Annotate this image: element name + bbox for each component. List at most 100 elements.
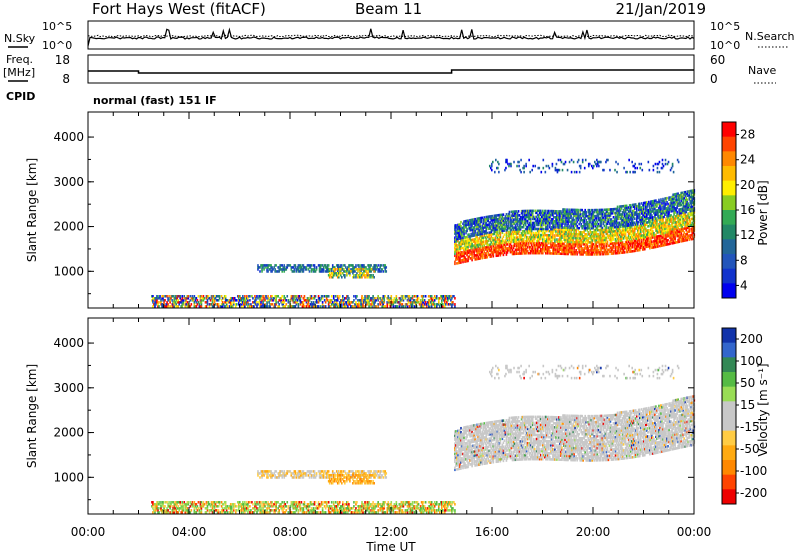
power-cell (538, 227, 541, 231)
power-cell (513, 226, 516, 229)
noise-panel: N.Sky 10^5 10^0 N.Search 10^5 10^0 (4, 20, 795, 52)
power-cell (474, 221, 476, 225)
power-cell (304, 299, 307, 302)
power-cell (361, 295, 363, 298)
power-cell (317, 264, 320, 267)
power-cell (350, 268, 352, 271)
power-cell (505, 241, 508, 244)
power-cell (168, 299, 170, 302)
power-cell (173, 299, 175, 302)
power-cell (540, 243, 543, 247)
power-cell (266, 303, 268, 306)
power-cell (551, 252, 553, 255)
power-cell (598, 253, 601, 256)
power-cell (465, 231, 467, 235)
power-cell (517, 210, 520, 213)
power-cell (664, 241, 666, 245)
power-cell (616, 233, 619, 237)
power-cell (360, 301, 362, 304)
power-cell (252, 297, 254, 300)
power-cell (293, 264, 296, 267)
power-cell (404, 303, 407, 306)
power-cell (586, 249, 589, 252)
power-cell (160, 301, 162, 304)
power-cell (633, 229, 636, 233)
power-cell (614, 246, 617, 249)
power-cell (616, 209, 619, 213)
power-cell (571, 220, 573, 224)
power-cell (561, 220, 563, 223)
power-cell (166, 303, 168, 306)
power-cell (648, 212, 650, 216)
power-cell (369, 267, 371, 271)
power-cell (661, 236, 663, 239)
power-cell (655, 243, 657, 247)
power-cell (452, 301, 454, 304)
power-cell (455, 258, 457, 261)
power-cell (618, 229, 621, 233)
power-cell (479, 239, 481, 242)
power-cell (469, 218, 471, 222)
power-cell (595, 234, 598, 238)
power-cell (336, 270, 339, 273)
power-cell (173, 297, 175, 300)
power-cell (467, 257, 469, 261)
power-cell (650, 240, 652, 244)
power-cell (628, 238, 631, 241)
power-cell (639, 206, 642, 209)
power-cell (499, 223, 502, 227)
power-cell (524, 252, 527, 255)
power-cell (568, 214, 570, 218)
power-cell (545, 213, 547, 217)
power-cell (352, 264, 354, 267)
power-cell (645, 241, 647, 245)
power-cell (561, 214, 563, 217)
power-cell (307, 305, 310, 308)
power-cell (620, 231, 623, 234)
power-cell (482, 220, 485, 223)
power-cell (353, 299, 355, 302)
power-cell (169, 305, 171, 308)
power-cell (331, 301, 334, 304)
power-cell (534, 235, 537, 239)
power-cell (546, 233, 548, 237)
power-cell (560, 236, 562, 239)
power-cell (564, 220, 566, 223)
power-cell (646, 213, 648, 216)
power-cell (629, 205, 632, 209)
power-cell (552, 242, 554, 245)
power-cell (614, 242, 617, 245)
power-cell (530, 231, 533, 235)
power-cell (379, 303, 381, 306)
power-cell (575, 240, 577, 244)
power-cell (350, 264, 352, 267)
power-cell (487, 253, 490, 257)
power-cell (530, 243, 533, 247)
power-cell (280, 264, 283, 267)
power-cell (468, 251, 470, 254)
power-cell (526, 239, 529, 243)
power-cell (344, 297, 346, 300)
power-cell (277, 305, 279, 308)
power-cell (291, 266, 294, 269)
power-cell (384, 264, 387, 267)
power-cell (343, 270, 345, 273)
power-cell (535, 219, 538, 223)
power-cell (249, 295, 251, 298)
power-cell (391, 301, 394, 304)
power-cell (456, 244, 458, 247)
power-cell (564, 232, 566, 236)
power-cell (617, 229, 620, 233)
power-cell (661, 216, 663, 219)
power-cell (520, 238, 523, 241)
power-cell (599, 250, 602, 254)
power-cell (450, 295, 452, 298)
power-cell (501, 241, 504, 245)
power-cell (574, 228, 576, 232)
power-cell (530, 229, 533, 233)
power-cell (661, 222, 663, 225)
power-cell (322, 268, 325, 271)
power-cell (430, 295, 433, 298)
power-cell (484, 230, 487, 233)
power-cell (614, 221, 617, 225)
